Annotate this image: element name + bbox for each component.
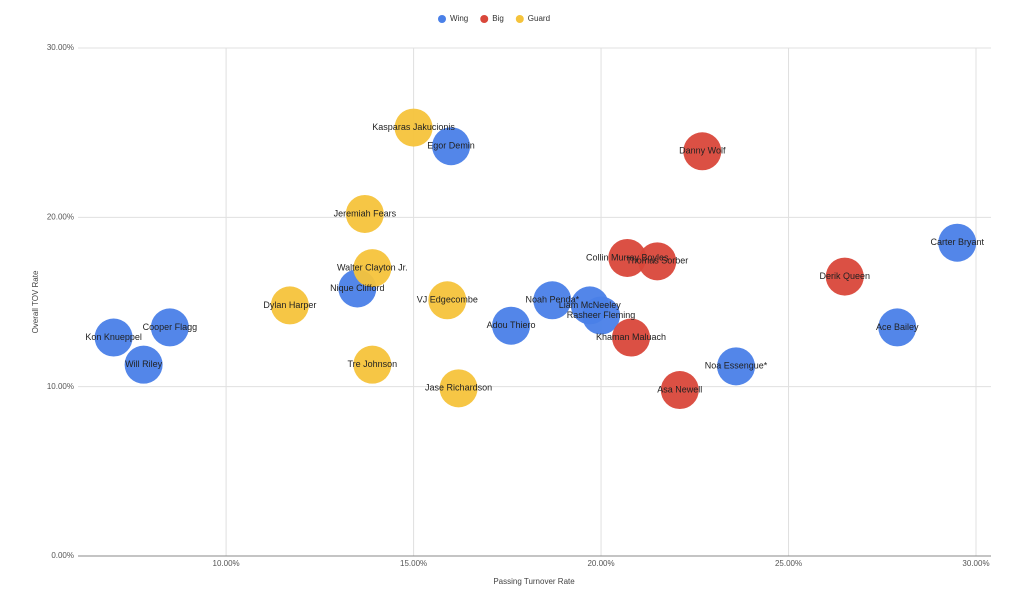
y-axis-title: Overall TOV Rate [31, 270, 40, 333]
point-label: Dylan Harper [263, 300, 316, 310]
bubble [124, 345, 163, 384]
point-label: Collin Murray Boyles [586, 252, 669, 262]
point-label: Cooper Flagg [143, 322, 198, 332]
bubble [428, 281, 467, 320]
point-label: Walter Clayton Jr. [337, 263, 408, 273]
bubble [638, 242, 677, 281]
bubble [439, 369, 478, 408]
point-label: Carter Bryant [930, 237, 984, 247]
x-axis-title: Passing Turnover Rate [493, 577, 575, 586]
point-label: Kasparas Jakucionis [372, 122, 455, 132]
bubble [353, 345, 392, 384]
point-label: Kon Knueppel [85, 332, 142, 342]
bubble [938, 223, 977, 262]
bubble [717, 347, 756, 386]
point-label: Danny Wolf [679, 146, 726, 156]
bubble [608, 238, 647, 277]
y-tick-label: 20.00% [47, 212, 74, 221]
point-label: Derik Queen [820, 271, 871, 281]
legend-swatch [480, 15, 489, 23]
point-label: Noah Penda* [526, 295, 580, 305]
point-label: Rasheer Fleming [567, 310, 636, 320]
bubble [683, 132, 722, 171]
legend-swatch [438, 15, 446, 23]
point-label: Egor Demin [427, 141, 475, 151]
bubble [345, 194, 384, 233]
bubble [492, 306, 531, 345]
bubble [270, 286, 309, 325]
legend-label: Guard [528, 14, 550, 23]
legend: Wing Big Guard [438, 14, 550, 23]
x-tick-label: 10.00% [213, 559, 240, 568]
point-label: Noa Essengue* [705, 361, 768, 371]
point-label: Thomas Sorber [626, 256, 688, 266]
bubble [394, 108, 433, 147]
bubble [612, 318, 651, 357]
point-label: Jase Richardson [425, 383, 492, 393]
bubble [582, 296, 621, 335]
legend-swatch [515, 15, 524, 23]
point-label: Nique Clifford [330, 283, 384, 293]
legend-label: Big [492, 14, 504, 23]
bubble [825, 257, 864, 296]
x-tick-label: 30.00% [962, 559, 989, 568]
y-tick-label: 10.00% [47, 382, 74, 391]
point-label: Khaman Maluach [596, 332, 666, 342]
legend-label: Wing [450, 14, 468, 23]
point-label: VJ Edgecombe [417, 295, 478, 305]
point-label: Will Riley [125, 359, 162, 369]
bubble [660, 371, 699, 410]
x-tick-label: 20.00% [587, 559, 614, 568]
bubble [878, 308, 917, 347]
bubble [353, 249, 392, 288]
point-label: Ace Bailey [876, 322, 919, 332]
point-label: Asa Newell [657, 384, 702, 394]
point-label: Adou Thiero [487, 320, 536, 330]
bubble [94, 318, 133, 357]
point-label: Liam McNeeley [559, 300, 622, 310]
point-label: Jeremiah Fears [334, 208, 397, 218]
bubble [150, 308, 189, 347]
y-tick-label: 0.00% [51, 551, 74, 560]
bubble [432, 127, 471, 166]
bubble [533, 281, 572, 320]
x-tick-label: 25.00% [775, 559, 802, 568]
point-label: Tre Johnson [347, 359, 397, 369]
x-tick-label: 15.00% [400, 559, 427, 568]
points [94, 108, 977, 410]
y-tick-label: 30.00% [47, 43, 74, 52]
